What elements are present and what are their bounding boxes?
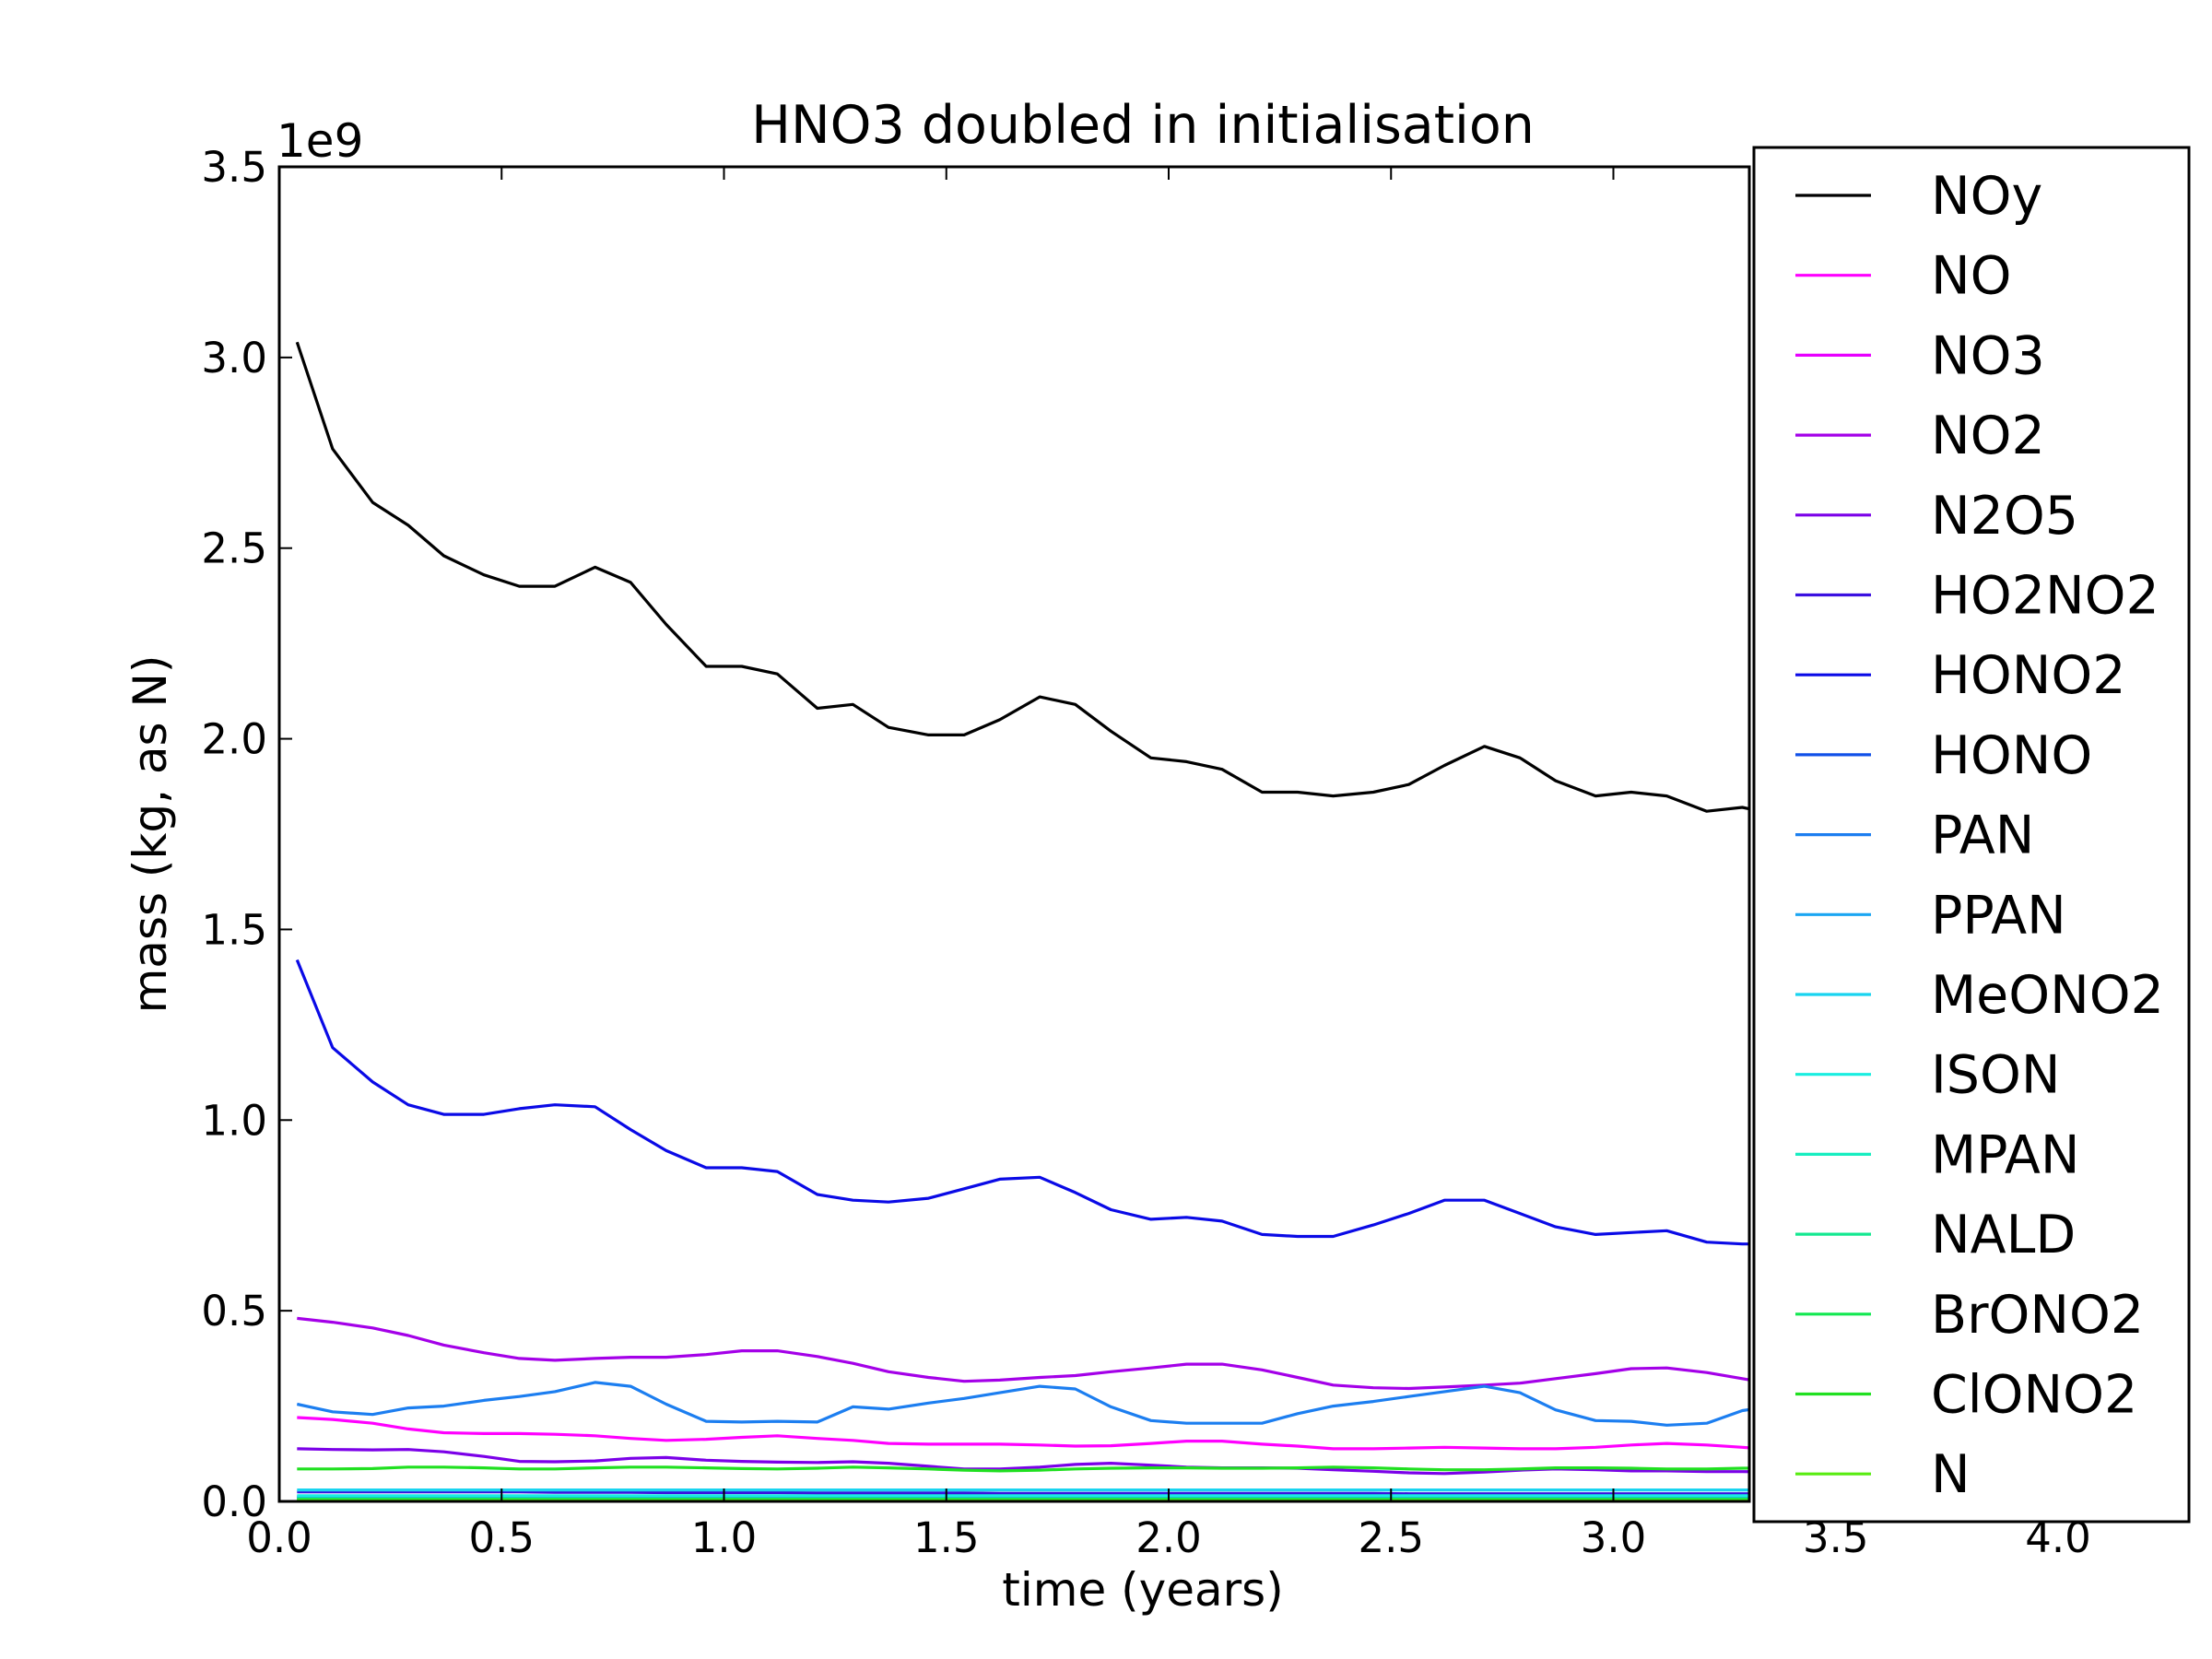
legend-label-n2o5: N2O5 — [1931, 486, 2078, 547]
y-axis-label: mass (kg, as N) — [124, 655, 177, 1014]
x-tick-label: 2.5 — [1358, 1513, 1424, 1562]
legend-label-no: NO — [1931, 246, 2012, 307]
y-tick-label: 2.0 — [201, 715, 267, 764]
legend-label-no2: NO2 — [1931, 406, 2045, 466]
legend-label-clono2: ClONO2 — [1931, 1365, 2137, 1426]
x-tick-label: 1.5 — [913, 1513, 980, 1562]
legend-label-nald: NALD — [1931, 1205, 2076, 1265]
legend-label-mpan: MPAN — [1931, 1124, 2080, 1185]
axis-layer: 0.0 0.5 1.0 1.5 2.0 2.5 3.0 3.5 4.00.00.51.01.52… — [201, 143, 2090, 1562]
x-tick-label: 1.0 — [691, 1513, 758, 1562]
plot-area-frame — [277, 165, 1751, 1503]
y-offset-label: 1e9 — [276, 114, 363, 168]
series-line-no2 — [297, 1316, 1749, 1391]
legend-label-noy: NOy — [1931, 166, 2042, 227]
legend-label-meono2: MeONO2 — [1931, 965, 2164, 1026]
series-line-no — [297, 1416, 1749, 1451]
series-line-hono2 — [295, 959, 1749, 1246]
x-tick-label: 2.0 — [1135, 1513, 1202, 1562]
legend-label-no3: NO3 — [1931, 325, 2045, 386]
x-tick-label: 0.5 — [468, 1513, 535, 1562]
series-line-pan — [296, 1381, 1749, 1427]
y-tick-label: 3.0 — [201, 334, 267, 382]
chart-title: HNO3 doubled in initialisation — [751, 95, 1535, 156]
legend-label-ppan: PPAN — [1931, 885, 2066, 946]
legend-label-ho2no2: HO2NO2 — [1931, 566, 2159, 627]
series-line-ho2no2 — [297, 1490, 1749, 1496]
legend-label-hono: HONO — [1931, 725, 2092, 786]
series-layer — [295, 341, 1749, 1501]
series-line-clono2 — [297, 1465, 1749, 1473]
legend-label-hono2: HONO2 — [1931, 645, 2126, 706]
series-line-noy — [295, 341, 1749, 813]
x-axis-label: time (years) — [1002, 1563, 1283, 1617]
legend-label-pan: PAN — [1931, 806, 2034, 866]
legend-label-ison: ISON — [1931, 1045, 2061, 1106]
y-tick-label: 3.5 — [201, 143, 267, 192]
legend-label-n: N — [1931, 1444, 1971, 1505]
legend: NOy NO NO3 NO2 N2O5 HO2NO2 HONO2 HONO PAN PPAN MeO… — [1752, 146, 2191, 1524]
x-tick-label: 0.0 — [246, 1513, 312, 1562]
y-tick-label: 2.5 — [201, 524, 267, 573]
legend-label-brono2: BrONO2 — [1931, 1285, 2144, 1346]
x-tick-label: 3.0 — [1581, 1513, 1647, 1562]
y-tick-label: 1.5 — [201, 905, 267, 954]
y-tick-label: 0.0 — [201, 1477, 267, 1526]
y-tick-label: 1.0 — [201, 1096, 267, 1145]
y-tick-label: 0.5 — [201, 1287, 267, 1335]
